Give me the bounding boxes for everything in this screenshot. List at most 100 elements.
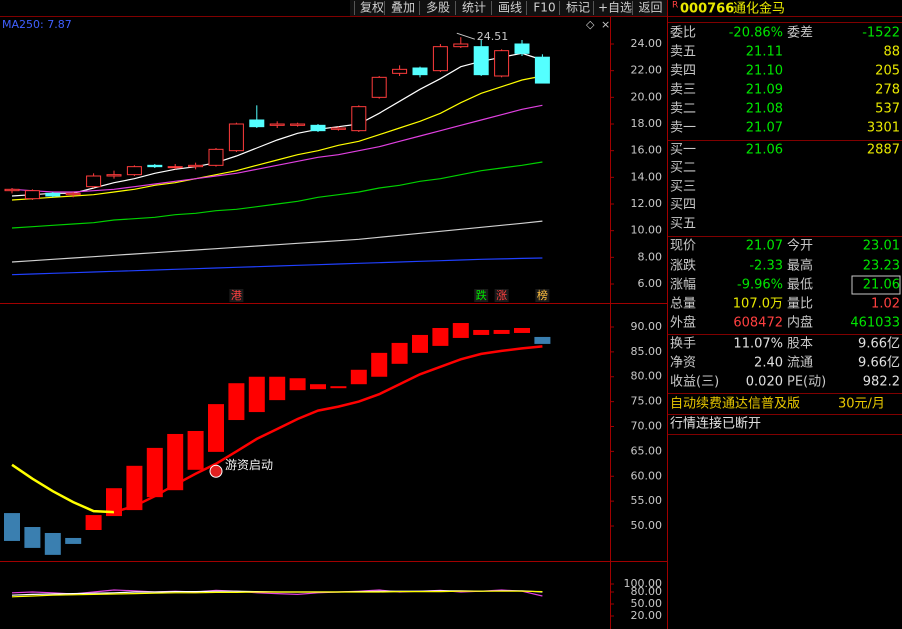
bar: [85, 515, 102, 530]
icon-close[interactable]: ×: [601, 18, 610, 31]
quote-cell: 2887: [867, 143, 900, 158]
quote-cell: 量比: [787, 297, 813, 312]
signal-box: [474, 289, 489, 302]
bar: [371, 352, 388, 377]
quote-cell: 最低: [787, 278, 813, 293]
bar: [65, 537, 82, 544]
quote-cell: 卖二: [670, 102, 696, 117]
line-series: [11, 257, 543, 276]
bar: [146, 447, 163, 498]
toolbar-button[interactable]: 多股: [426, 1, 450, 15]
signal-label: 跌: [476, 288, 487, 302]
quote-cell: 委差: [787, 26, 813, 41]
candle-body: [106, 174, 122, 177]
quote-cell: 买二: [670, 161, 696, 176]
candle-body: [167, 166, 183, 169]
y-tick-label: 20.00: [631, 609, 663, 622]
signal-label: 港: [231, 289, 242, 302]
line-series: [11, 104, 543, 193]
y-tick-label: 20.00: [631, 90, 663, 103]
quote-cell: 21.08: [746, 102, 783, 117]
high-pointer: [456, 32, 475, 40]
ma-label: MA250: 7.87: [2, 18, 72, 31]
signal-label: 榜: [537, 288, 548, 302]
toolbar-button[interactable]: 标记: [566, 1, 590, 15]
candle-body: [453, 43, 469, 48]
candle-body: [534, 56, 550, 84]
y-tick-label: 14.00: [631, 170, 663, 183]
bar: [534, 336, 551, 344]
bar: [106, 488, 122, 517]
stock-marker: R: [672, 1, 678, 11]
annotation-text: 游资启动: [225, 458, 273, 472]
quote-cell: 107.0万: [733, 297, 783, 312]
annotation-icon: [209, 464, 223, 478]
y-tick-label: 100.00: [624, 577, 663, 590]
quote-cell: 买一: [670, 143, 696, 158]
bar: [228, 383, 245, 421]
candle-body: [432, 46, 448, 72]
toolbar-button[interactable]: 画线: [498, 1, 522, 15]
candle-body: [310, 124, 326, 132]
toolbar-button[interactable]: 统计: [462, 1, 486, 15]
bar: [493, 329, 510, 334]
quote-cell: -20.86%: [729, 26, 783, 41]
bar: [514, 327, 530, 333]
candle-body: [494, 50, 510, 77]
y-tick-label: 22.00: [631, 64, 663, 77]
candle-body: [371, 76, 387, 98]
quote-cell: 买四: [670, 198, 696, 213]
candle-body: [351, 106, 367, 132]
candle-body: [269, 123, 285, 126]
quote-cell: 换手: [670, 337, 696, 352]
quote-cell: 买五: [670, 217, 696, 232]
quote-cell: 总量: [670, 297, 696, 312]
bar: [4, 513, 20, 541]
promo-text[interactable]: 自动续费通达信普及版: [670, 397, 800, 412]
y-tick-label: 18.00: [631, 117, 663, 130]
quote-cell: 0.020: [746, 375, 783, 390]
candle-body: [330, 127, 346, 130]
y-tick-label: 55.00: [631, 494, 663, 507]
y-tick-label: 10.00: [631, 224, 663, 237]
toolbar-button[interactable]: +自选: [598, 1, 632, 15]
candle-body: [65, 192, 81, 196]
quote-cell: -9.96%: [737, 278, 783, 293]
toolbar-button[interactable]: 返回: [638, 1, 662, 15]
candle-body: [45, 192, 61, 197]
toolbar-button[interactable]: 复权: [360, 1, 384, 15]
quote-cell: 涨幅: [670, 278, 696, 293]
bar: [391, 342, 408, 364]
bar: [350, 369, 367, 385]
y-tick-label: 65.00: [631, 444, 663, 457]
y-tick-label: 50.00: [631, 519, 663, 532]
quote-cell: 涨跌: [670, 258, 696, 274]
bar: [432, 327, 449, 346]
quote-cell: 3301: [867, 121, 900, 136]
quote-cell: 9.66亿: [858, 337, 900, 352]
quote-cell: 205: [875, 64, 900, 79]
quote-cell: 买三: [670, 180, 696, 195]
toolbar-button[interactable]: F10: [533, 1, 555, 15]
promo-price[interactable]: 30元/月: [838, 397, 885, 412]
toolbar-button[interactable]: 叠加: [391, 1, 415, 15]
y-tick-label: 90.00: [631, 320, 663, 333]
icon-diamond[interactable]: ◇: [586, 18, 595, 31]
quote-cell: 外盘: [670, 315, 696, 331]
quote-cell: 内盘: [787, 315, 813, 331]
y-tick-label: 8.00: [638, 250, 663, 263]
bar: [24, 527, 41, 548]
candle-body: [4, 188, 20, 192]
quote-cell: 收益(三): [670, 375, 719, 390]
line-series: [11, 463, 115, 514]
bar: [310, 384, 326, 390]
bar: [248, 376, 265, 413]
bar: [126, 465, 143, 511]
signal-box: [535, 289, 550, 302]
quote-cell: 1.02: [871, 297, 900, 312]
quote-cell: 卖四: [670, 64, 696, 79]
toolbar-bg: [350, 0, 668, 16]
